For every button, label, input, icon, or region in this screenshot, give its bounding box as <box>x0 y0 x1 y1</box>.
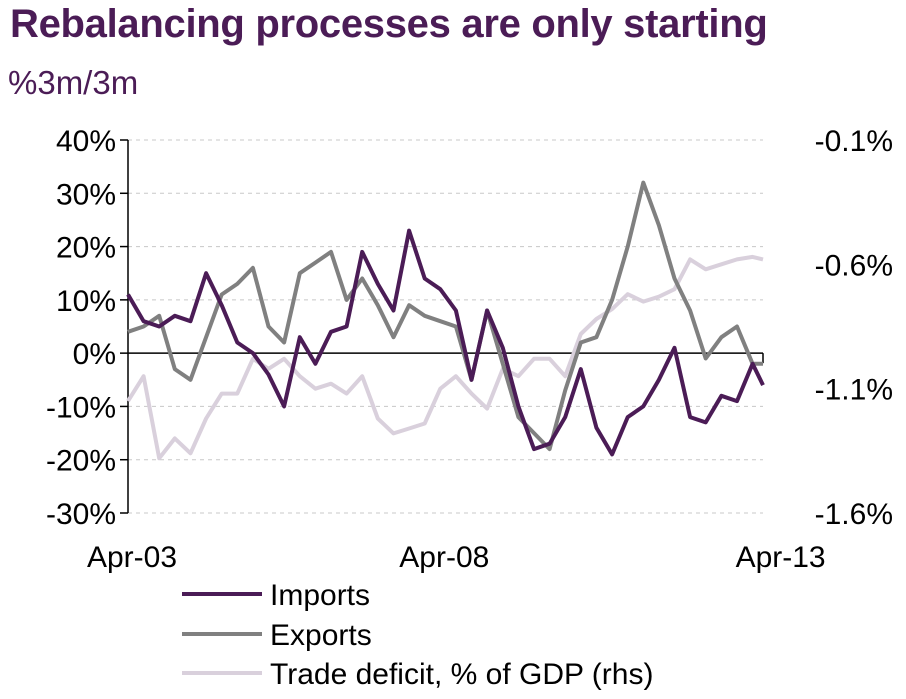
imports-line <box>126 228 765 457</box>
chart-subtitle: %3m/3m <box>8 64 139 101</box>
legend: Imports Exports Trade deficit, % of GDP … <box>182 579 653 691</box>
y-left-tick-label: 40% <box>56 125 116 158</box>
chart-title: Rebalancing processes are only starting <box>10 2 768 46</box>
y-right-tick-label: -0.1% <box>815 125 893 158</box>
y-left-tick-label: 20% <box>56 232 116 265</box>
exports-line <box>127 180 763 452</box>
y-left-tick-label: -30% <box>46 498 116 531</box>
legend-label-trade-deficit: Trade deficit, % of GDP (rhs) <box>270 658 653 691</box>
legend-label-imports: Imports <box>270 579 370 612</box>
x-tick-label: Apr-13 <box>736 541 826 574</box>
y-right-tick-label: -1.1% <box>815 374 893 407</box>
trade-deficit-line <box>126 254 764 461</box>
y-left-tick-label: 30% <box>56 178 116 211</box>
gridlines <box>128 139 763 514</box>
y-left-tick-label: 10% <box>56 285 116 318</box>
y-left-tick-label: 0% <box>73 338 116 371</box>
tick-labels: 40% 30% 20% 10% 0% -10% -20% -30% -0.1% -0.6% -1.1… <box>46 125 893 574</box>
y-right-tick-label: -0.6% <box>815 249 893 282</box>
y-right-tick-label: -1.6% <box>815 498 893 531</box>
series-lines <box>126 180 765 461</box>
x-tick-label: Apr-03 <box>87 541 177 574</box>
legend-label-exports: Exports <box>270 619 372 652</box>
y-left-tick-label: -20% <box>46 445 116 478</box>
axes <box>120 139 764 514</box>
x-tick-label: Apr-08 <box>399 541 489 574</box>
y-left-tick-label: -10% <box>46 391 116 424</box>
